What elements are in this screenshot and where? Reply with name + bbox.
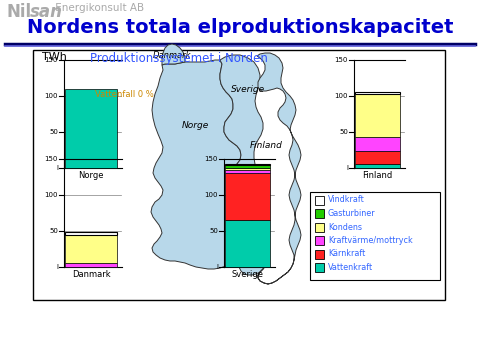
Bar [315,236,324,245]
Bar [315,249,324,258]
Bar [65,89,117,168]
Text: 100: 100 [204,192,218,198]
Text: 50: 50 [49,228,58,234]
Text: Finland: Finland [362,171,393,180]
Text: 100: 100 [45,192,58,198]
Bar [225,164,270,166]
Text: I: I [346,165,348,171]
Text: Nil: Nil [6,3,31,21]
Text: TWh: TWh [42,52,67,62]
Bar [315,263,324,272]
Polygon shape [257,53,301,284]
Bar [225,174,270,220]
Polygon shape [220,55,267,275]
Text: Kärnkraft: Kärnkraft [328,249,365,258]
Polygon shape [151,60,245,269]
Text: Produktionssystemet i Norden: Produktionssystemet i Norden [90,52,268,65]
Bar [65,235,117,264]
Text: I: I [216,264,218,270]
Bar [225,220,270,267]
Text: 150: 150 [45,156,58,162]
Bar [65,264,117,267]
Bar [225,170,270,174]
Bar [355,94,400,137]
Text: 50: 50 [49,129,58,135]
Bar [355,152,400,165]
Text: Vindkraft: Vindkraft [328,195,365,204]
Bar [355,137,400,152]
Text: 100: 100 [335,93,348,99]
Polygon shape [162,44,185,65]
Bar [315,222,324,231]
Text: san: san [30,3,63,21]
Text: Finland: Finland [250,140,283,149]
Bar [225,168,270,170]
Text: Vattenfall 0 %: Vattenfall 0 % [95,90,154,99]
Text: 50: 50 [339,129,348,135]
Text: 50: 50 [209,228,218,234]
Text: 150: 150 [335,57,348,63]
Text: 150: 150 [45,57,58,63]
Text: Norge: Norge [78,171,104,180]
Bar [315,209,324,218]
Bar [355,93,400,94]
Bar [310,192,440,280]
Text: Vattenkraft: Vattenkraft [328,263,373,272]
Text: Sverige: Sverige [231,270,264,279]
Bar [315,195,324,204]
Text: Gasturbiner: Gasturbiner [328,209,376,218]
Text: Danmark: Danmark [153,50,191,59]
Text: Nordens totala elproduktionskapacitet: Nordens totala elproduktionskapacitet [27,18,453,37]
Bar [65,233,117,235]
Text: Danmark: Danmark [72,270,110,279]
Text: Sverige: Sverige [231,85,265,94]
Bar [225,166,270,168]
Text: Energikonsult AB: Energikonsult AB [52,3,144,13]
Text: Kraftvärme/mottryck: Kraftvärme/mottryck [328,236,413,245]
Bar [33,50,445,300]
Text: 100: 100 [45,93,58,99]
Text: I: I [56,264,58,270]
Text: I: I [56,165,58,171]
Text: Norge: Norge [181,121,209,130]
Text: Kondens: Kondens [328,222,362,231]
Text: 150: 150 [204,156,218,162]
Bar [355,165,400,168]
